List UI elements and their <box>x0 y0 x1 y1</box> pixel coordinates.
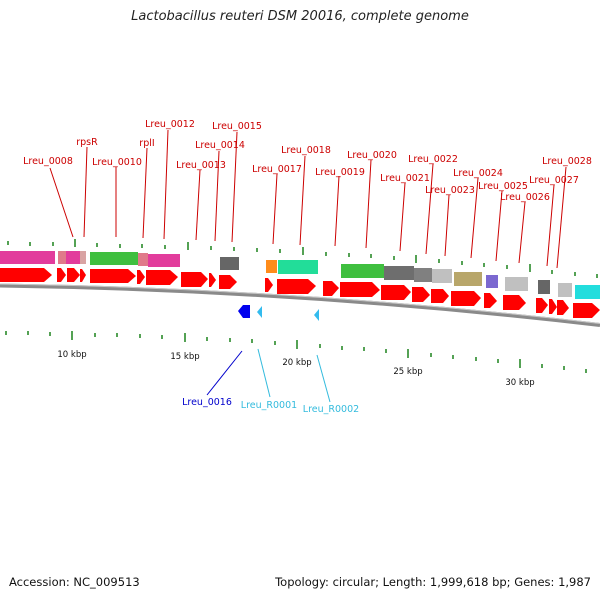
reverse-strand-track <box>238 305 319 321</box>
scale-label: 20 kbp <box>282 358 311 368</box>
genome-details: Topology: circular; Length: 1,999,618 bp… <box>275 575 591 589</box>
gene-label: Lreu_0027 <box>529 175 579 186</box>
bottom-label-leaders <box>206 348 331 403</box>
feature-block <box>278 260 318 274</box>
feature-block <box>575 285 600 299</box>
gene-label: Lreu_0013 <box>176 160 226 171</box>
feature-block <box>66 251 80 264</box>
genome-backbone <box>0 283 600 327</box>
cds-arrow <box>219 275 237 289</box>
gene-label: Lreu_0016 <box>182 397 232 408</box>
gene-label: Lreu_0028 <box>542 156 592 167</box>
gene-label: Lreu_0012 <box>145 119 195 130</box>
scale-label: 15 kbp <box>170 352 199 362</box>
feature-block <box>90 252 138 265</box>
lower-ruler-ticks <box>5 331 587 373</box>
feature-block <box>414 268 432 282</box>
cds-arrow <box>484 293 497 308</box>
feature-block <box>266 260 277 273</box>
feature-block <box>454 272 482 286</box>
cds-arrow <box>181 272 208 287</box>
cds-arrow <box>90 269 136 283</box>
map-title: Lactobacillus reuteri DSM 20016, complet… <box>131 9 469 24</box>
gene-label: Lreu_0010 <box>92 157 142 168</box>
top-label-leaders <box>49 129 567 269</box>
cds-arrow <box>80 269 86 282</box>
cds-arrow <box>412 287 430 302</box>
cds-arrow <box>323 281 339 296</box>
upper-ruler-ticks <box>7 239 598 278</box>
cds-arrow <box>451 291 481 306</box>
gene-label: Lreu_0026 <box>500 192 550 203</box>
feature-block <box>80 251 86 264</box>
feature-block <box>432 269 452 283</box>
cds-arrow <box>557 300 569 315</box>
gene-label: Lreu_R0001 <box>241 400 297 411</box>
feature-annotations <box>0 251 600 299</box>
top-gene-labels: Lreu_0008 rpsR Lreu_0010 rplI Lreu_0012 … <box>23 119 592 203</box>
cds-arrow <box>265 278 273 292</box>
gene-label: Lreu_0025 <box>478 181 528 192</box>
feature-block <box>486 275 498 288</box>
feature-block <box>148 254 180 267</box>
feature-block <box>538 280 550 294</box>
bottom-gene-labels: Lreu_0016 Lreu_R0001 Lreu_R0002 <box>182 397 359 415</box>
gene-label: Lreu_R0002 <box>303 404 359 415</box>
cds-arrow <box>137 270 145 284</box>
feature-block <box>505 277 528 291</box>
cds-arrow-reverse <box>238 305 250 318</box>
cds-arrow <box>381 285 411 300</box>
feature-block <box>58 251 66 264</box>
cds-arrow <box>549 299 557 314</box>
gene-label: Lreu_0023 <box>425 185 475 196</box>
forward-cds-track <box>0 268 600 318</box>
feature-block <box>341 264 384 278</box>
gene-label: Lreu_0022 <box>408 154 458 165</box>
cds-arrow <box>536 298 548 313</box>
gene-label: Lreu_0015 <box>212 121 262 132</box>
gene-label: Lreu_0008 <box>23 156 73 167</box>
cds-arrow <box>67 268 80 282</box>
cds-arrow <box>431 289 449 303</box>
scale-label: 10 kbp <box>57 350 86 360</box>
gene-label: Lreu_0018 <box>281 145 331 156</box>
gene-label: Lreu_0024 <box>453 168 503 179</box>
cds-arrow <box>340 282 380 297</box>
cds-arrow <box>573 303 600 318</box>
scale-label: 30 kbp <box>505 378 534 388</box>
accession-text: Accession: NC_009513 <box>9 575 140 589</box>
feature-block <box>558 283 572 297</box>
scale-labels: 10 kbp 15 kbp 20 kbp 25 kbp 30 kbp <box>57 350 534 388</box>
cds-arrow <box>57 268 66 282</box>
gene-label: Lreu_0017 <box>252 164 302 175</box>
rrna-arrow-reverse <box>314 309 319 321</box>
feature-block <box>138 253 148 266</box>
cds-arrow <box>503 295 526 310</box>
gene-label: rplI <box>139 138 154 149</box>
scale-label: 25 kbp <box>393 367 422 377</box>
feature-block <box>220 257 239 270</box>
gene-label: Lreu_0014 <box>195 140 245 151</box>
gene-label: Lreu_0019 <box>315 167 365 178</box>
cds-arrow <box>277 279 316 294</box>
feature-block <box>0 251 55 264</box>
cds-arrow <box>0 268 52 282</box>
cds-arrow <box>209 273 216 287</box>
cds-arrow <box>146 270 178 285</box>
rrna-arrow-reverse <box>257 306 262 318</box>
gene-label: Lreu_0020 <box>347 150 397 161</box>
genome-backbone-highlight <box>0 283 600 324</box>
gene-label: rpsR <box>76 137 98 148</box>
gene-label: Lreu_0021 <box>380 173 430 184</box>
feature-block <box>384 266 414 280</box>
